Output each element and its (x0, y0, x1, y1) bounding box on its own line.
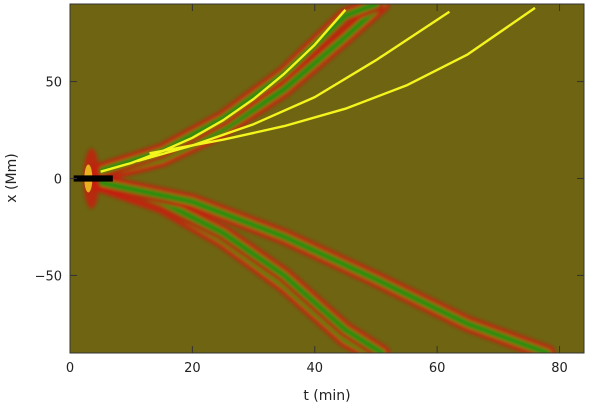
wave-band-green (97, 178, 551, 353)
y-axis-label: x (Mm) (4, 153, 20, 202)
wave-bands (92, 4, 556, 353)
x-axis: 0 20 40 60 80 (66, 4, 568, 376)
x-tick-label: 40 (306, 361, 323, 376)
x-axis-label: t (min) (303, 388, 350, 404)
wave-front-6 (92, 174, 556, 353)
y-tick-label: 0 (54, 173, 62, 188)
plot-area (70, 4, 584, 353)
yellow-tracks (100, 6, 536, 173)
y-axis: −50 0 50 (35, 76, 584, 284)
y-tick-label: 50 (45, 76, 62, 91)
source-marker (73, 175, 113, 182)
x-tick-label: 0 (66, 361, 74, 376)
y-tick-label: −50 (35, 269, 62, 284)
x-tick-label: 80 (551, 361, 568, 376)
x-tick-label: 60 (429, 361, 446, 376)
source-region (73, 148, 113, 209)
series-line-3 (149, 6, 536, 155)
x-tick-label: 20 (184, 361, 201, 376)
